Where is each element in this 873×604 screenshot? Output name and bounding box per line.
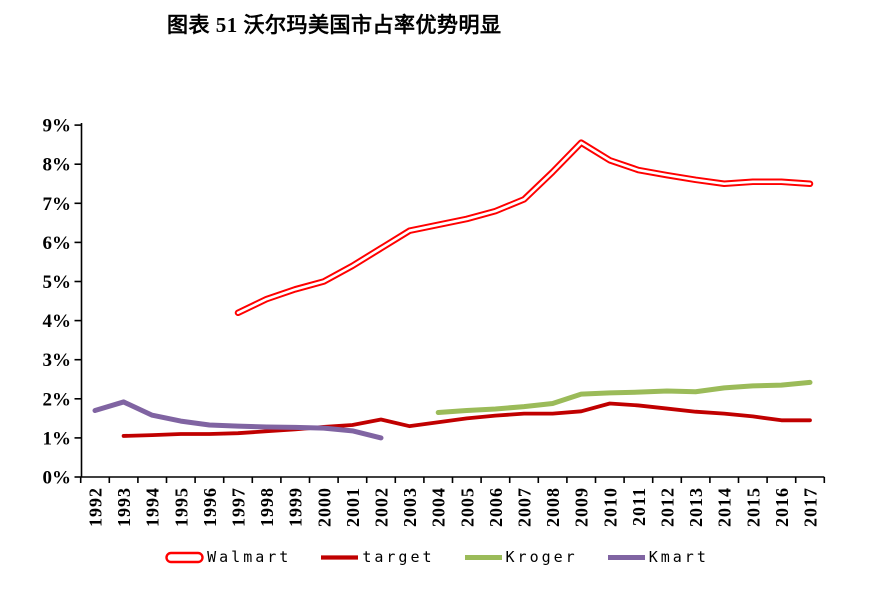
legend-item-walmart: Walmart — [164, 548, 291, 566]
svg-text:2014: 2014 — [715, 487, 735, 527]
svg-text:1%: 1% — [43, 428, 72, 449]
kroger-line-marker-icon — [464, 554, 502, 560]
svg-text:5%: 5% — [43, 272, 72, 293]
svg-text:1994: 1994 — [143, 487, 163, 527]
legend-item-target: target — [319, 548, 434, 566]
svg-text:2013: 2013 — [686, 487, 706, 527]
legend: Walmart target Kroger Kmart — [0, 548, 873, 566]
svg-text:2001: 2001 — [343, 487, 363, 527]
svg-text:2005: 2005 — [457, 487, 477, 527]
svg-text:1992: 1992 — [86, 487, 106, 527]
svg-text:1995: 1995 — [171, 487, 191, 527]
svg-text:2%: 2% — [43, 389, 72, 410]
svg-text:2015: 2015 — [743, 487, 763, 527]
svg-text:2011: 2011 — [629, 487, 649, 526]
svg-text:2017: 2017 — [801, 487, 821, 527]
walmart-line-marker-icon — [165, 551, 204, 563]
legend-item-kroger: Kroger — [463, 548, 578, 566]
svg-text:1993: 1993 — [114, 487, 134, 527]
svg-text:4%: 4% — [43, 311, 72, 332]
legend-label-target: target — [362, 548, 435, 566]
svg-text:2007: 2007 — [515, 487, 535, 527]
svg-text:2002: 2002 — [372, 487, 392, 527]
svg-text:1997: 1997 — [229, 487, 249, 527]
svg-text:2010: 2010 — [600, 487, 620, 527]
chart-title: 图表 51 沃尔玛美国市占率优势明显 — [167, 13, 502, 37]
legend-label-kroger: Kroger — [505, 548, 578, 566]
svg-text:6%: 6% — [43, 233, 72, 254]
svg-text:1996: 1996 — [200, 487, 220, 527]
svg-text:2008: 2008 — [543, 487, 563, 527]
legend-label-kmart: Kmart — [648, 548, 709, 566]
legend-item-kmart: Kmart — [606, 548, 709, 566]
svg-text:9%: 9% — [43, 116, 72, 137]
svg-text:0%: 0% — [43, 468, 72, 489]
svg-text:2016: 2016 — [772, 487, 792, 527]
svg-text:2006: 2006 — [486, 487, 506, 527]
svg-text:3%: 3% — [43, 350, 72, 371]
legend-label-walmart: Walmart — [207, 548, 292, 566]
svg-text:2009: 2009 — [572, 487, 592, 527]
svg-text:1999: 1999 — [286, 487, 306, 527]
svg-text:2000: 2000 — [314, 487, 334, 527]
kmart-line-marker-icon — [607, 554, 645, 560]
svg-text:8%: 8% — [43, 155, 72, 176]
svg-text:2004: 2004 — [429, 487, 449, 527]
svg-text:7%: 7% — [43, 194, 72, 215]
svg-text:2012: 2012 — [658, 487, 678, 527]
target-line-marker-icon — [321, 554, 359, 560]
walmart-marker-shape — [165, 551, 204, 563]
svg-text:2003: 2003 — [400, 487, 420, 527]
svg-text:1998: 1998 — [257, 487, 277, 527]
